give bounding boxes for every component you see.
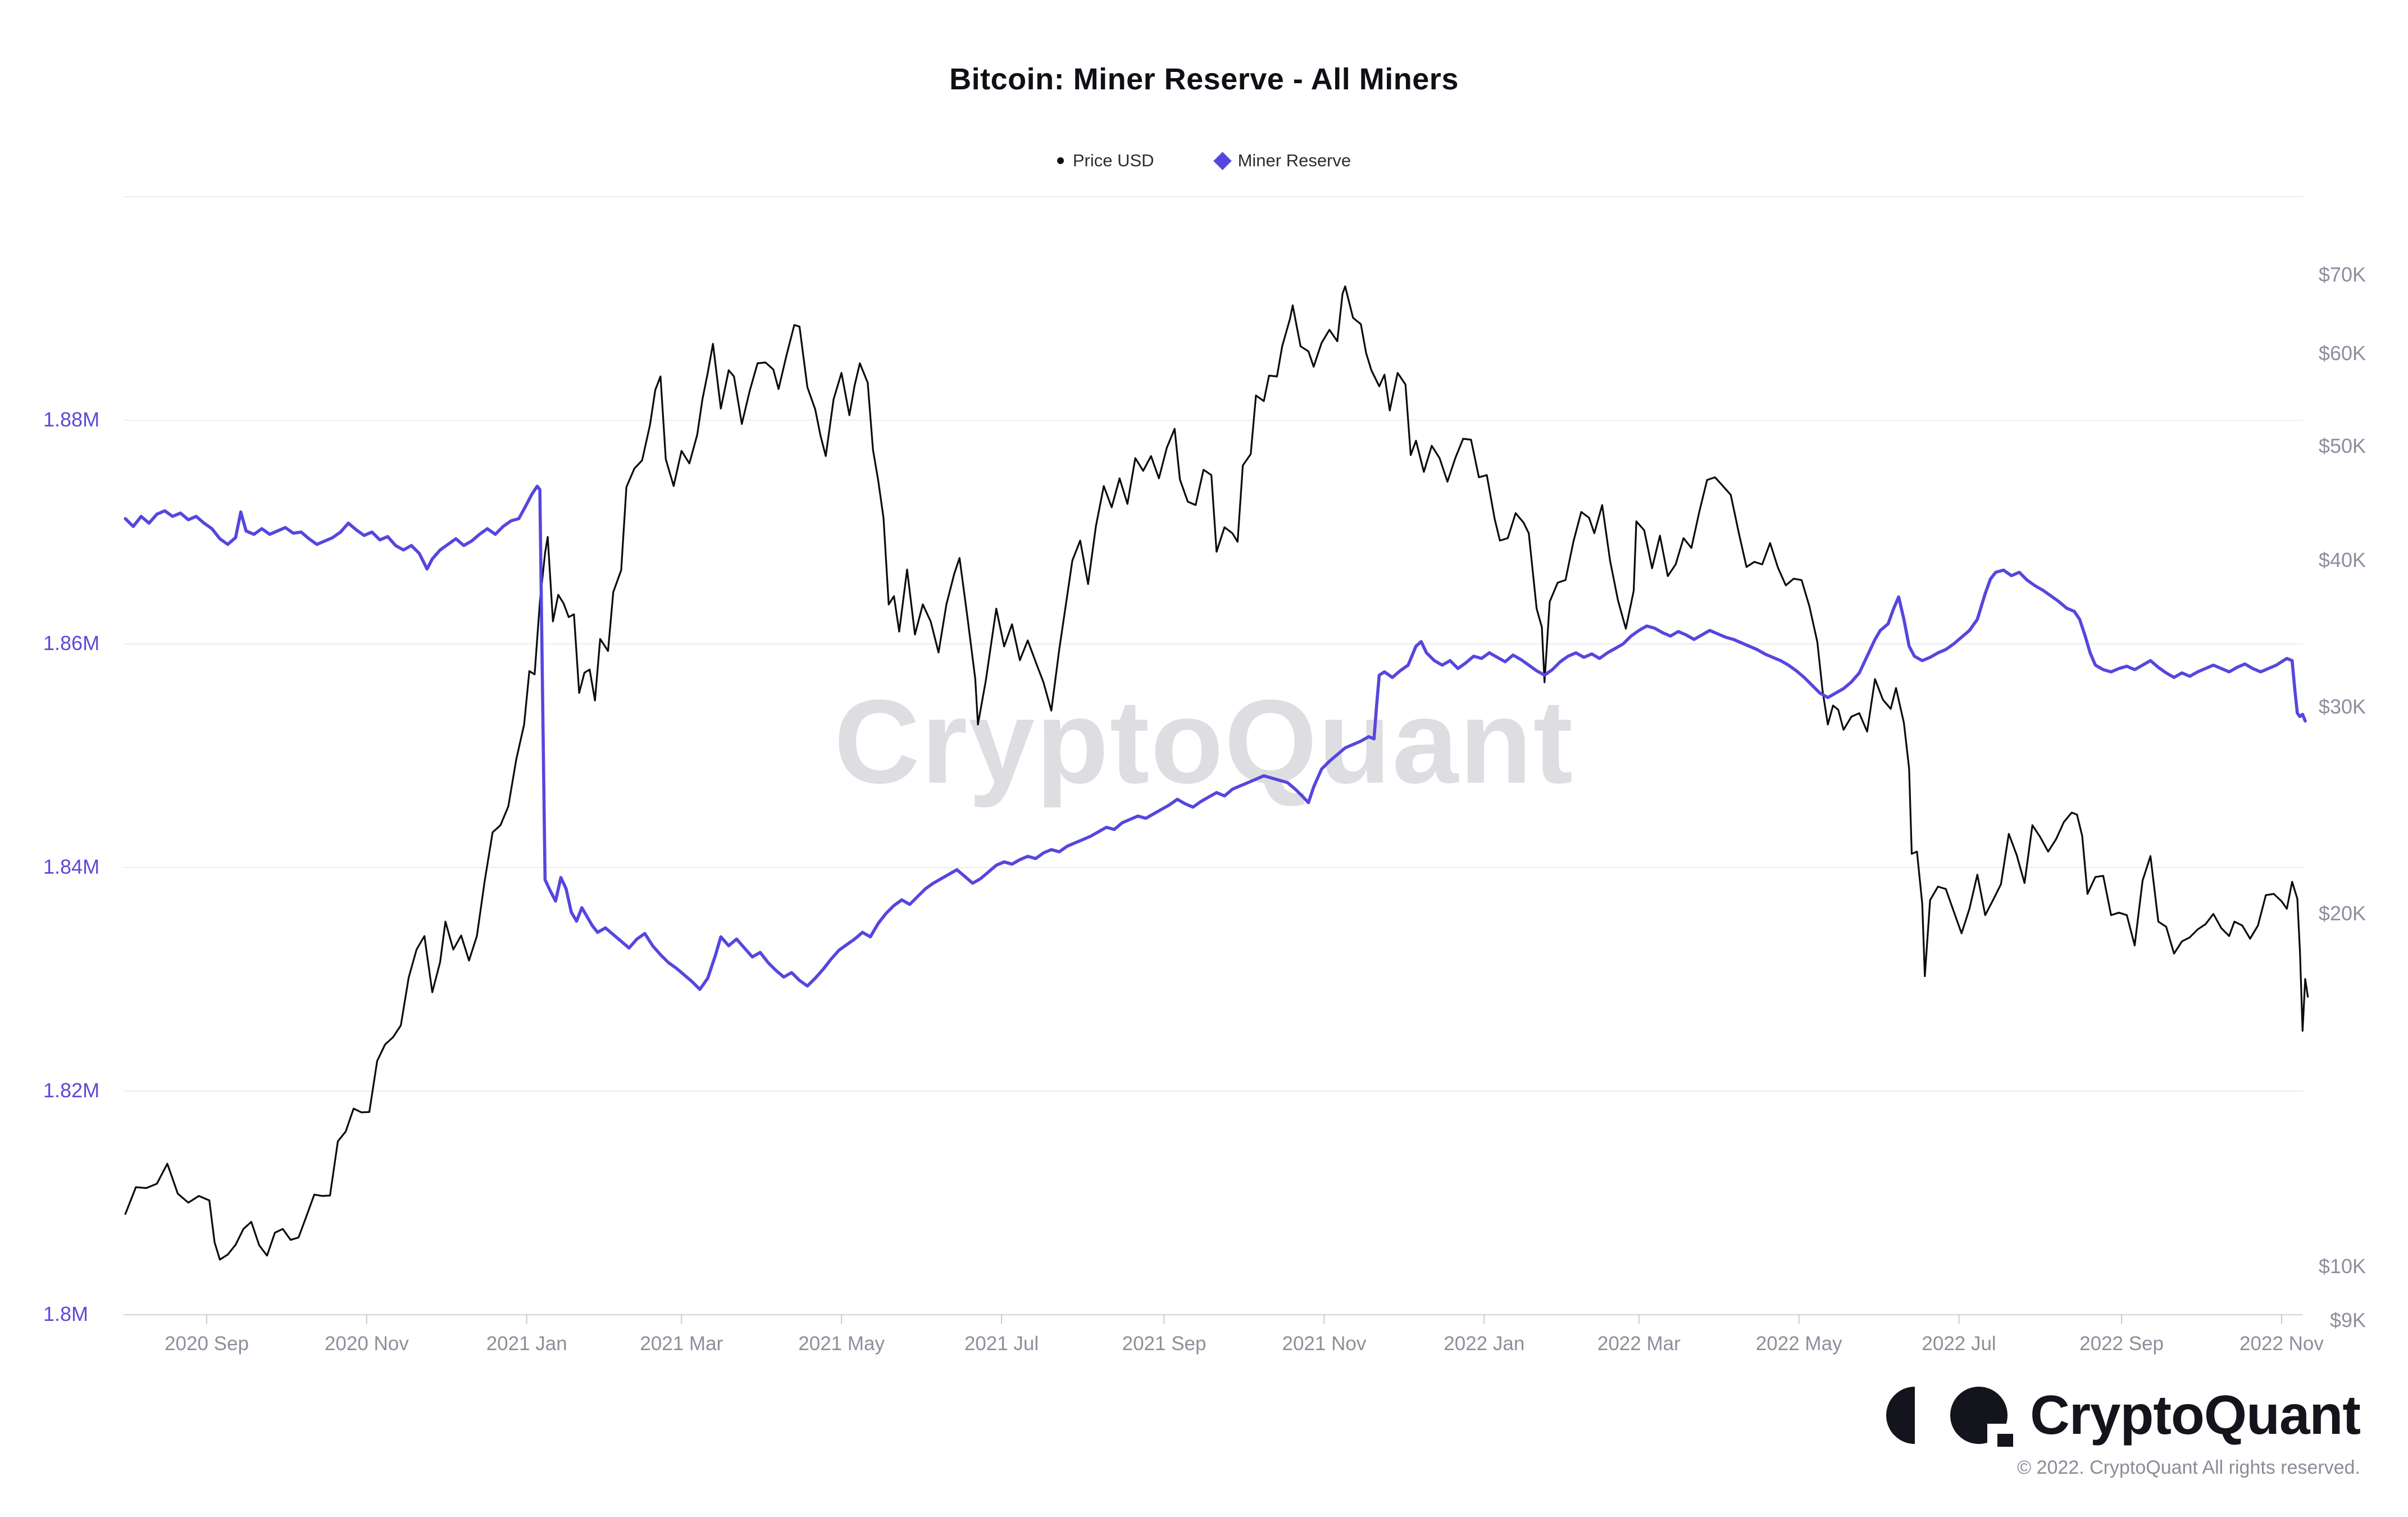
y-right-tick-label: $20K — [2318, 901, 2366, 925]
y-left-tick-label: 1.84M — [43, 855, 100, 878]
x-tick-label: 2022 Sep — [2079, 1333, 2164, 1355]
x-tick-label: 2020 Sep — [165, 1333, 249, 1355]
x-tick-label: 2022 Jan — [1444, 1333, 1525, 1355]
y-left-tick-label: 1.82M — [43, 1079, 100, 1102]
brand-name: CryptoQuant — [2030, 1384, 2361, 1446]
copyright-text: © 2022. CryptoQuant All rights reserved. — [2017, 1457, 2360, 1478]
chart-title: Bitcoin: Miner Reserve - All Miners — [949, 62, 1459, 96]
x-tick-label: 2022 May — [1755, 1333, 1842, 1355]
price-usd-dot-icon — [1057, 157, 1064, 164]
x-tick-label: 2021 Mar — [640, 1333, 723, 1355]
x-tick-label: 2022 Mar — [1597, 1333, 1681, 1355]
brand-row: CryptoQuant — [1885, 1383, 2361, 1447]
cryptoquant-logo-icon — [1886, 1386, 2016, 1447]
x-tick-label: 2021 Jul — [964, 1333, 1039, 1355]
y-left-tick-label: 1.86M — [43, 632, 100, 655]
y-left-tick-label: 1.88M — [43, 408, 100, 431]
x-tick-label: 2021 Nov — [1282, 1333, 1367, 1355]
x-tick-label: 2022 Nov — [2239, 1333, 2324, 1355]
legend: Price USD Miner Reserve — [0, 151, 2408, 171]
x-tick-label: 2021 May — [798, 1333, 885, 1355]
y-left-tick-label: 1.8M — [43, 1302, 89, 1325]
legend-label-miner-reserve: Miner Reserve — [1237, 151, 1351, 170]
y-right-tick-label: $50K — [2318, 434, 2366, 458]
y-right-tick-label: $10K — [2318, 1255, 2366, 1278]
y-right-tick-label: $60K — [2318, 341, 2366, 365]
x-tick-label: 2022 Jul — [1922, 1333, 1996, 1355]
y-right-tick-label: $40K — [2318, 548, 2366, 571]
legend-item-price-usd[interactable]: Price USD — [1057, 151, 1154, 171]
legend-label-price-usd: Price USD — [1072, 151, 1154, 170]
footer: CryptoQuant © 2022. CryptoQuant All righ… — [1885, 1383, 2361, 1479]
series-price-usd — [124, 285, 2309, 1261]
legend-item-miner-reserve[interactable]: Miner Reserve — [1213, 151, 1351, 171]
x-tick-label: 2021 Jan — [486, 1333, 567, 1355]
y-right-tick-label: $30K — [2318, 694, 2366, 718]
x-tick-label: 2020 Nov — [324, 1333, 409, 1355]
x-tick-label: 2021 Sep — [1122, 1333, 1207, 1355]
y-right-tick-label: $9K — [2329, 1308, 2366, 1332]
series-miner-reserve — [124, 484, 2307, 991]
y-right-tick-label: $70K — [2318, 263, 2366, 286]
